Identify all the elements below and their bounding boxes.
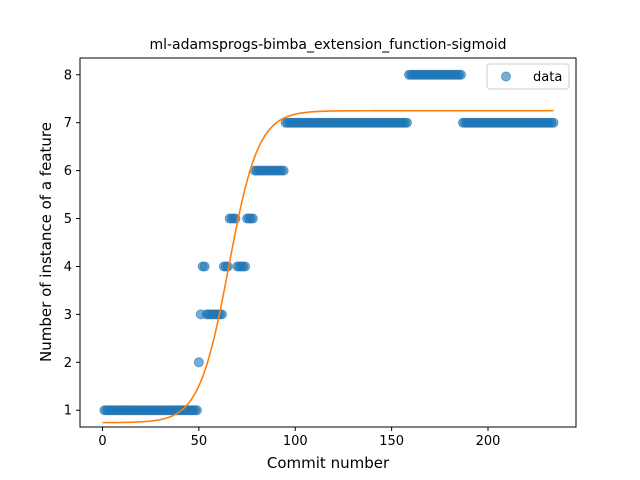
y-tick-label: 1 <box>64 404 72 419</box>
plot-area <box>99 69 559 424</box>
legend: data <box>486 63 570 90</box>
y-tick-label: 2 <box>64 356 72 371</box>
data-point <box>247 213 258 224</box>
y-axis: 1 2 3 4 5 6 7 8 <box>64 68 80 419</box>
y-axis-label: Number of instance of a feature <box>37 122 55 362</box>
chart-title: ml-adamsprogs-bimba_extension_function-s… <box>149 37 506 53</box>
x-tick-label: 50 <box>191 434 208 449</box>
y-tick-label: 6 <box>64 164 72 179</box>
x-tick-label: 100 <box>283 434 308 449</box>
x-tick-label: 200 <box>476 434 501 449</box>
data-point <box>193 357 204 368</box>
data-point <box>199 261 210 272</box>
y-tick-label: 5 <box>64 212 72 227</box>
y-tick-label: 7 <box>64 116 72 131</box>
data-point <box>402 117 413 128</box>
x-axis-label: Commit number <box>267 454 390 472</box>
legend-box <box>486 63 570 90</box>
data-point <box>278 165 289 176</box>
data-point <box>548 117 559 128</box>
y-tick-label: 4 <box>64 260 72 275</box>
x-tick-label: 0 <box>98 434 106 449</box>
sigmoid-fit-line <box>102 109 554 424</box>
data-point <box>191 405 202 416</box>
y-tick-label: 8 <box>64 68 72 83</box>
legend-marker-data <box>501 71 511 82</box>
plot-frame <box>79 57 577 428</box>
x-axis: 0 50 100 150 200 <box>98 427 500 449</box>
data-point <box>456 69 467 80</box>
y-tick-label: 3 <box>64 308 72 323</box>
x-tick-label: 150 <box>379 434 404 449</box>
data-point <box>240 261 251 272</box>
legend-label-data: data <box>533 70 562 85</box>
